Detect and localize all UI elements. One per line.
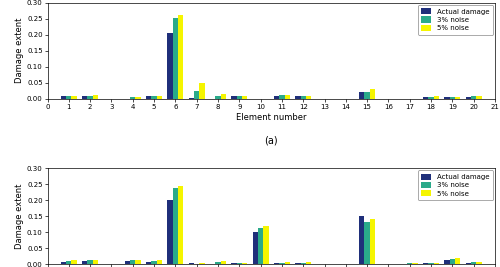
Bar [412, 263, 418, 264]
Bar [476, 96, 482, 99]
Bar [220, 94, 226, 99]
Bar [300, 263, 306, 264]
Legend: Actual damage, 3% noise, 5% noise: Actual damage, 3% noise, 5% noise [418, 5, 493, 35]
Bar [364, 92, 370, 99]
Bar [359, 215, 364, 264]
Bar [156, 261, 162, 264]
Bar [232, 96, 236, 99]
Bar [152, 96, 156, 99]
Bar [172, 188, 178, 264]
Bar [471, 262, 476, 264]
Bar [216, 262, 220, 264]
Bar [428, 263, 434, 264]
Bar [295, 263, 300, 264]
Bar [93, 95, 98, 99]
Bar [168, 199, 172, 264]
Bar [359, 92, 364, 99]
Bar [188, 263, 194, 264]
Bar [450, 97, 455, 99]
Y-axis label: Damage extent: Damage extent [15, 183, 24, 249]
Bar [444, 260, 450, 264]
Bar [423, 263, 428, 264]
Bar [434, 96, 439, 99]
Bar [61, 262, 66, 264]
Bar [284, 262, 290, 264]
Bar [82, 96, 87, 99]
Bar [200, 263, 204, 264]
Bar [178, 186, 184, 264]
Legend: Actual damage, 3% noise, 5% noise: Actual damage, 3% noise, 5% noise [418, 170, 493, 200]
Bar [252, 232, 258, 264]
Bar [146, 262, 152, 264]
Bar [434, 263, 439, 264]
Bar [136, 260, 140, 264]
Bar [216, 96, 220, 99]
Bar [156, 96, 162, 99]
Bar [93, 260, 98, 264]
Bar [66, 261, 71, 264]
Bar [61, 96, 66, 99]
Bar [279, 263, 284, 264]
Bar [130, 97, 136, 99]
Bar [284, 95, 290, 99]
Bar [88, 96, 93, 99]
Bar [220, 261, 226, 264]
Bar [258, 228, 264, 264]
Bar [172, 18, 178, 99]
Bar [66, 96, 71, 99]
Bar [444, 97, 450, 99]
Bar [236, 96, 242, 99]
Bar [178, 15, 184, 99]
Bar [152, 261, 156, 264]
Bar [279, 95, 284, 99]
Bar [168, 33, 172, 99]
Bar [274, 96, 279, 99]
Bar [407, 263, 412, 264]
Bar [295, 96, 300, 99]
Bar [455, 97, 460, 99]
Bar [200, 84, 204, 99]
Bar [264, 226, 268, 264]
Bar [450, 258, 455, 264]
Bar [242, 263, 248, 264]
Bar [188, 98, 194, 99]
Bar [364, 222, 370, 264]
Bar [466, 97, 471, 99]
Bar [232, 263, 236, 264]
Text: (a): (a) [264, 135, 278, 146]
Bar [423, 97, 428, 99]
Bar [88, 261, 93, 264]
Bar [476, 262, 482, 264]
Bar [455, 258, 460, 264]
Bar [306, 262, 311, 264]
Bar [124, 261, 130, 264]
Bar [130, 261, 136, 264]
Bar [471, 96, 476, 99]
Bar [306, 96, 311, 99]
Bar [466, 263, 471, 264]
Bar [236, 263, 242, 264]
Bar [194, 91, 200, 99]
Bar [300, 96, 306, 99]
Bar [242, 96, 248, 99]
Bar [428, 97, 434, 99]
Bar [370, 219, 375, 264]
X-axis label: Element number: Element number [236, 112, 306, 121]
Bar [274, 263, 279, 264]
Bar [370, 89, 375, 99]
Bar [136, 97, 140, 99]
Bar [146, 96, 152, 99]
Y-axis label: Damage extent: Damage extent [15, 18, 24, 84]
Bar [72, 96, 77, 99]
Bar [72, 261, 77, 264]
Bar [82, 261, 87, 264]
